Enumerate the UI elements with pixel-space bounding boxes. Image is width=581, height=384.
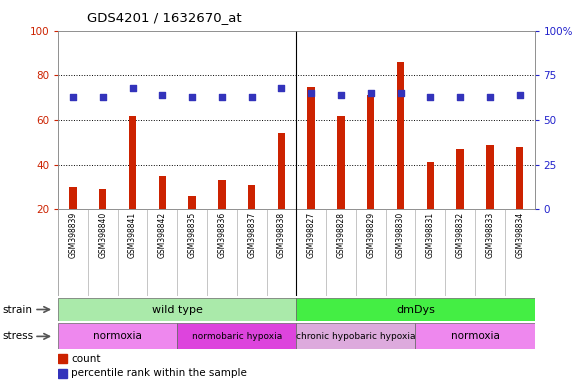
Point <box>485 94 494 100</box>
Point <box>307 90 316 96</box>
Bar <box>58 298 296 321</box>
Text: GSM398831: GSM398831 <box>426 212 435 258</box>
Text: GSM398837: GSM398837 <box>247 212 256 258</box>
Bar <box>99 189 106 209</box>
Bar <box>188 196 196 209</box>
Bar <box>58 369 67 378</box>
Point <box>426 94 435 100</box>
Bar <box>426 162 434 209</box>
Text: GSM398833: GSM398833 <box>485 212 494 258</box>
Point <box>157 92 167 98</box>
Bar <box>397 62 404 209</box>
Bar <box>159 176 166 209</box>
Point <box>69 94 78 100</box>
Text: GSM398829: GSM398829 <box>366 212 375 258</box>
Text: GSM398827: GSM398827 <box>307 212 315 258</box>
Bar <box>296 298 535 321</box>
Text: GSM398840: GSM398840 <box>98 212 107 258</box>
Point <box>336 92 346 98</box>
Bar <box>516 147 523 209</box>
Point <box>396 90 405 96</box>
Bar <box>248 185 256 209</box>
Text: count: count <box>71 354 101 364</box>
Text: GDS4201 / 1632670_at: GDS4201 / 1632670_at <box>87 12 242 25</box>
Text: GSM398830: GSM398830 <box>396 212 405 258</box>
Bar <box>129 116 137 209</box>
Text: GSM398835: GSM398835 <box>188 212 196 258</box>
Point <box>366 90 375 96</box>
Text: normoxia: normoxia <box>450 331 500 341</box>
Text: GSM398839: GSM398839 <box>69 212 77 258</box>
Bar <box>367 96 375 209</box>
Point <box>515 92 524 98</box>
Text: GSM398828: GSM398828 <box>336 212 346 258</box>
Text: strain: strain <box>3 305 33 314</box>
Bar <box>296 323 415 349</box>
Text: GSM398832: GSM398832 <box>456 212 465 258</box>
Bar <box>456 149 464 209</box>
Point <box>128 85 137 91</box>
Text: wild type: wild type <box>152 305 203 314</box>
Bar <box>486 144 494 209</box>
Bar <box>58 354 67 363</box>
Text: dmDys: dmDys <box>396 305 435 314</box>
Point <box>247 94 256 100</box>
Text: normobaric hypoxia: normobaric hypoxia <box>192 332 282 341</box>
Bar <box>307 86 315 209</box>
Text: GSM398842: GSM398842 <box>158 212 167 258</box>
Point <box>98 94 107 100</box>
Text: percentile rank within the sample: percentile rank within the sample <box>71 368 247 378</box>
Text: GSM398841: GSM398841 <box>128 212 137 258</box>
Text: GSM398838: GSM398838 <box>277 212 286 258</box>
Bar <box>278 133 285 209</box>
Text: stress: stress <box>3 331 34 341</box>
Text: GSM398836: GSM398836 <box>217 212 227 258</box>
Bar <box>177 323 296 349</box>
Point <box>456 94 465 100</box>
Text: normoxia: normoxia <box>93 331 142 341</box>
Text: chronic hypobaric hypoxia: chronic hypobaric hypoxia <box>296 332 415 341</box>
Point <box>217 94 227 100</box>
Bar <box>58 323 177 349</box>
Point <box>277 85 286 91</box>
Bar <box>337 116 345 209</box>
Bar <box>218 180 225 209</box>
Text: GSM398834: GSM398834 <box>515 212 524 258</box>
Bar <box>69 187 77 209</box>
Point <box>188 94 197 100</box>
Bar <box>415 323 535 349</box>
